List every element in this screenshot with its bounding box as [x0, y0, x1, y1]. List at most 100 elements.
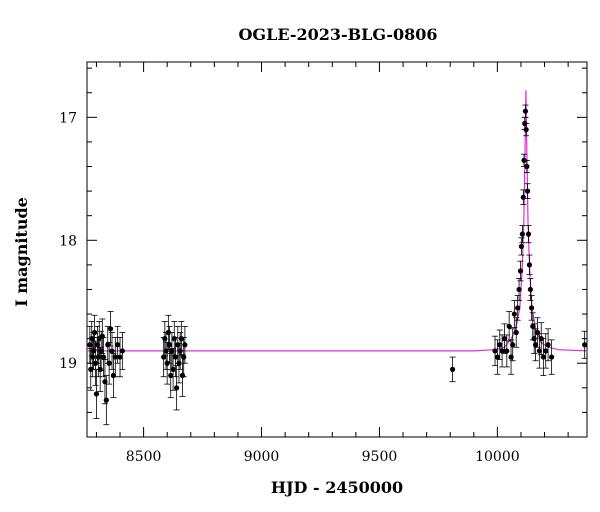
data-marker — [162, 336, 168, 342]
data-marker — [102, 379, 108, 385]
data-marker — [517, 268, 524, 274]
data-marker — [175, 342, 181, 348]
data-point — [581, 330, 588, 359]
data-marker — [545, 342, 551, 348]
data-point — [516, 277, 523, 301]
data-marker — [506, 323, 512, 329]
data-marker — [524, 163, 530, 170]
data-point — [501, 323, 508, 354]
data-point — [523, 159, 530, 174]
data-marker — [519, 231, 525, 237]
data-point — [517, 260, 524, 282]
data-marker — [516, 286, 522, 293]
data-marker — [168, 372, 174, 379]
data-marker — [161, 354, 167, 360]
y-axis-label: I magnitude — [12, 197, 31, 307]
data-marker — [176, 360, 182, 366]
data-marker — [169, 348, 175, 354]
data-marker — [531, 336, 537, 342]
data-marker — [182, 342, 188, 348]
data-point — [523, 123, 530, 137]
data-marker — [536, 348, 542, 354]
data-point — [513, 317, 520, 348]
x-tick-label: 8500 — [126, 449, 162, 465]
data-point — [518, 237, 525, 256]
data-marker — [524, 188, 531, 194]
data-marker — [178, 336, 184, 342]
data-marker — [510, 342, 516, 348]
data-marker — [492, 348, 498, 354]
data-point — [100, 337, 107, 378]
data-marker — [504, 348, 510, 354]
data-point — [522, 104, 529, 118]
data-marker — [501, 336, 508, 342]
data-marker — [522, 108, 529, 114]
data-point — [449, 356, 456, 383]
chart-title: OGLE-2023-BLG-0806 — [238, 25, 437, 44]
data-marker — [109, 348, 115, 354]
y-tick-label: 19 — [59, 356, 77, 372]
data-marker — [112, 354, 118, 360]
data-point — [520, 189, 527, 206]
data-marker — [525, 231, 532, 237]
data-point — [181, 325, 188, 364]
data-point — [514, 295, 521, 321]
data-point — [106, 341, 113, 385]
data-marker — [163, 348, 169, 354]
data-marker — [511, 311, 517, 317]
data-marker — [103, 397, 109, 403]
data-marker — [520, 194, 526, 200]
data-point — [525, 225, 532, 244]
axis-ticks: 8500 9000 9500 10000 17 18 19 — [59, 62, 587, 465]
data-point — [529, 312, 536, 341]
data-point — [509, 328, 516, 362]
data-marker — [179, 372, 186, 379]
data-marker — [530, 323, 536, 329]
data-point — [91, 314, 98, 351]
y-tick-label: 17 — [59, 110, 77, 126]
data-marker — [513, 329, 519, 336]
data-marker — [115, 342, 121, 348]
data-marker — [527, 286, 533, 293]
data-marker — [106, 360, 112, 366]
y-tick-label: 18 — [59, 233, 77, 249]
data-marker — [543, 348, 549, 354]
data-point — [109, 332, 115, 370]
data-marker — [549, 354, 555, 360]
data-point — [526, 254, 533, 276]
data-points-layer — [86, 104, 588, 426]
data-point — [101, 359, 108, 405]
data-marker — [87, 342, 93, 348]
data-point — [170, 348, 177, 391]
data-marker — [526, 262, 533, 268]
data-marker — [99, 333, 105, 339]
x-axis-label: HJD - 2450000 — [271, 478, 403, 497]
data-marker — [117, 354, 123, 360]
data-marker — [91, 329, 98, 336]
data-marker — [172, 354, 179, 360]
data-marker — [582, 342, 588, 348]
data-marker — [107, 326, 114, 332]
data-point — [519, 225, 526, 244]
data-marker — [494, 354, 500, 360]
data-point — [527, 277, 534, 301]
data-marker — [518, 243, 525, 250]
x-tick-label: 9000 — [244, 449, 280, 465]
data-marker — [497, 342, 503, 348]
data-marker — [171, 336, 177, 342]
data-point — [503, 334, 510, 368]
data-point — [545, 328, 552, 362]
data-point — [107, 311, 114, 347]
data-marker — [119, 348, 125, 354]
data-marker — [166, 342, 173, 348]
data-marker — [97, 366, 103, 372]
data-marker — [90, 354, 96, 360]
data-marker — [499, 348, 505, 354]
data-marker — [532, 342, 539, 348]
data-point — [499, 334, 506, 368]
data-point — [103, 375, 110, 426]
data-marker — [177, 348, 183, 354]
x-tick-label: 9500 — [362, 449, 398, 465]
data-marker — [181, 354, 187, 360]
